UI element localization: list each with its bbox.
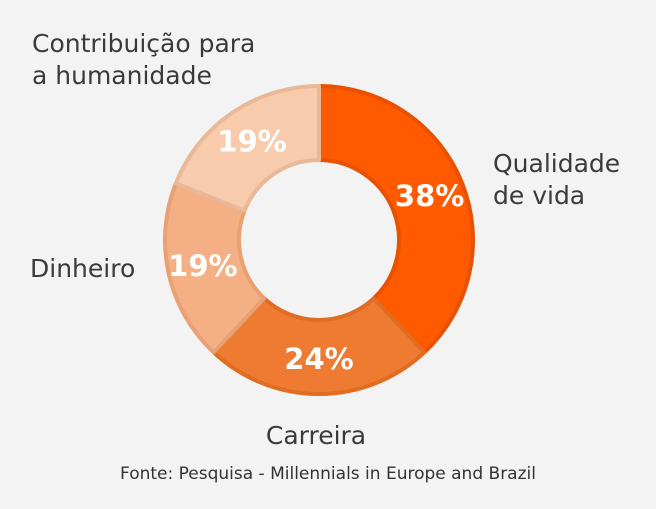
category-label-3: Contribuição para a humanidade — [32, 29, 255, 90]
slice-1 — [211, 296, 427, 396]
value-label-2: 19% — [168, 249, 237, 283]
slice-value-labels: 38% 24% 19% 19% — [168, 125, 464, 376]
slice-category-labels: Qualidade de vida Carreira Dinheiro Contribu… — [30, 29, 620, 450]
donut-slices — [163, 84, 475, 396]
slice-2 — [163, 181, 267, 355]
value-label-3: 19% — [217, 125, 286, 159]
value-label-0: 38% — [395, 179, 464, 213]
category-label-0: Qualidade de vida — [493, 149, 620, 210]
slice-0 — [317, 84, 475, 355]
category-label-2: Dinheiro — [30, 254, 135, 283]
slice-3 — [173, 84, 321, 213]
value-label-1: 24% — [284, 342, 353, 376]
category-label-1: Carreira — [266, 421, 366, 450]
source-note: Fonte: Pesquisa - Millennials in Europe … — [120, 464, 536, 484]
